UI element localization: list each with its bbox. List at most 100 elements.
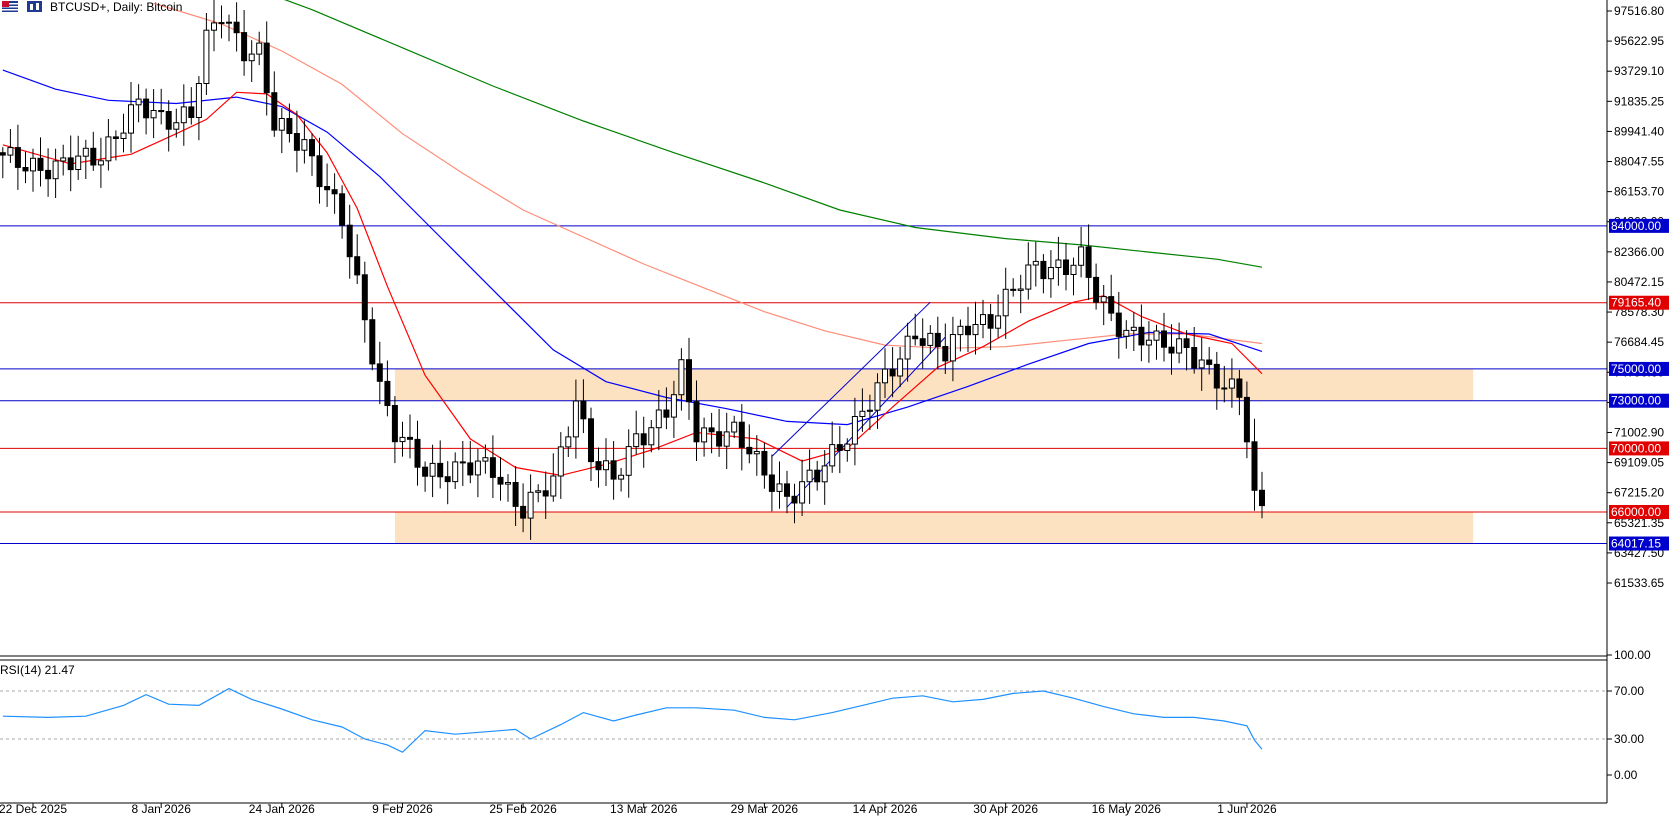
candle bbox=[324, 163, 331, 207]
level-labels-layer[interactable]: 84000.00 79165.40 75000.00 73000.00 70000.00… bbox=[1609, 218, 1669, 551]
candle-body bbox=[256, 42, 263, 55]
candle bbox=[444, 461, 451, 505]
level-tag-6[interactable] bbox=[1609, 536, 1669, 551]
candle bbox=[482, 444, 489, 474]
candle-body bbox=[550, 475, 557, 497]
candle bbox=[301, 120, 308, 164]
candle-body bbox=[791, 495, 798, 504]
candle-body bbox=[572, 400, 579, 438]
candle-body bbox=[1025, 264, 1032, 290]
level-tag-2[interactable] bbox=[1609, 361, 1669, 376]
candle bbox=[557, 432, 564, 499]
candle bbox=[429, 444, 436, 498]
candle bbox=[1243, 381, 1250, 459]
candle bbox=[459, 441, 466, 486]
candle-body bbox=[0, 152, 6, 156]
rsi-line bbox=[2, 687, 1263, 753]
level-tag-1[interactable] bbox=[1609, 295, 1669, 310]
candle bbox=[37, 137, 44, 187]
level-tag-3[interactable] bbox=[1609, 393, 1669, 408]
candle bbox=[580, 379, 587, 434]
candle-body bbox=[1055, 259, 1062, 268]
levels-layer[interactable] bbox=[0, 225, 1607, 545]
candle bbox=[1085, 224, 1092, 300]
level-label-4: 70000.00 bbox=[1611, 441, 1661, 455]
candle-body bbox=[1010, 288, 1017, 291]
candle bbox=[1115, 291, 1122, 359]
candle bbox=[241, 10, 248, 76]
candle bbox=[1070, 257, 1077, 296]
candle-body bbox=[686, 359, 692, 403]
candle-body bbox=[655, 409, 662, 429]
candle bbox=[1183, 330, 1190, 371]
candle-body bbox=[316, 155, 323, 188]
candle bbox=[927, 325, 934, 355]
candle-body bbox=[640, 433, 647, 446]
chart-type-icon[interactable] bbox=[27, 1, 42, 12]
candle-body bbox=[271, 92, 278, 131]
candle-body bbox=[866, 409, 873, 412]
price-tick-label-5: 88047.55 bbox=[1614, 155, 1664, 169]
candle-body bbox=[1198, 359, 1205, 369]
level-tag-4[interactable] bbox=[1609, 441, 1669, 456]
candle bbox=[384, 360, 391, 417]
candle bbox=[655, 390, 662, 451]
candle bbox=[248, 40, 255, 82]
candle bbox=[1047, 250, 1054, 298]
candle bbox=[331, 173, 338, 214]
candle bbox=[814, 460, 821, 491]
date-label-4: 25 Feb 2026 bbox=[489, 802, 557, 816]
candle bbox=[512, 466, 519, 526]
candle-body bbox=[211, 22, 217, 31]
candle bbox=[904, 322, 911, 382]
candle-body bbox=[120, 132, 127, 140]
candle-body bbox=[1206, 359, 1213, 365]
candle bbox=[1251, 418, 1258, 511]
flag-icon[interactable] bbox=[2, 1, 18, 12]
candle-body bbox=[965, 325, 971, 336]
candle-body bbox=[414, 438, 421, 468]
price-tick-label-0: 97516.80 bbox=[1614, 4, 1664, 18]
candle-body bbox=[263, 42, 270, 94]
candle-body bbox=[195, 83, 202, 118]
level-tag-5[interactable] bbox=[1609, 505, 1669, 520]
candle-body bbox=[293, 133, 300, 151]
candle bbox=[467, 440, 474, 484]
candle bbox=[859, 388, 866, 432]
candle bbox=[1153, 324, 1160, 360]
candle bbox=[610, 441, 617, 500]
level-tag-0[interactable] bbox=[1609, 218, 1669, 233]
price-tick-label-1: 95622.95 bbox=[1614, 34, 1664, 48]
date-label-7: 14 Apr 2026 bbox=[853, 802, 918, 816]
candle bbox=[618, 467, 625, 492]
candle-body bbox=[610, 460, 617, 480]
candle-body bbox=[580, 400, 587, 420]
candle bbox=[784, 470, 790, 514]
candle-body bbox=[1221, 387, 1228, 390]
candle-body bbox=[1251, 441, 1258, 491]
candle bbox=[369, 307, 376, 371]
candle-body bbox=[1115, 312, 1122, 337]
candle-body bbox=[37, 157, 44, 171]
candle-body bbox=[701, 427, 708, 443]
candle-body bbox=[731, 421, 738, 433]
candle-body bbox=[603, 460, 609, 471]
candle bbox=[1055, 236, 1062, 286]
channel-line-1 bbox=[786, 336, 946, 508]
toolbar-icons[interactable] bbox=[2, 1, 42, 12]
candle-body bbox=[1153, 330, 1160, 341]
candle bbox=[882, 348, 888, 399]
candle-body bbox=[557, 446, 564, 477]
candle-body bbox=[595, 461, 602, 471]
candle bbox=[233, 2, 240, 52]
candle-body bbox=[7, 147, 14, 156]
candle-body bbox=[489, 457, 496, 478]
candle bbox=[286, 103, 293, 143]
candle-body bbox=[678, 359, 685, 396]
symbol-title: BTCUSD+, Daily: Bitcoin bbox=[50, 0, 182, 14]
ma-long-line bbox=[284, 0, 1263, 268]
candle bbox=[505, 474, 511, 502]
candle bbox=[987, 303, 994, 351]
